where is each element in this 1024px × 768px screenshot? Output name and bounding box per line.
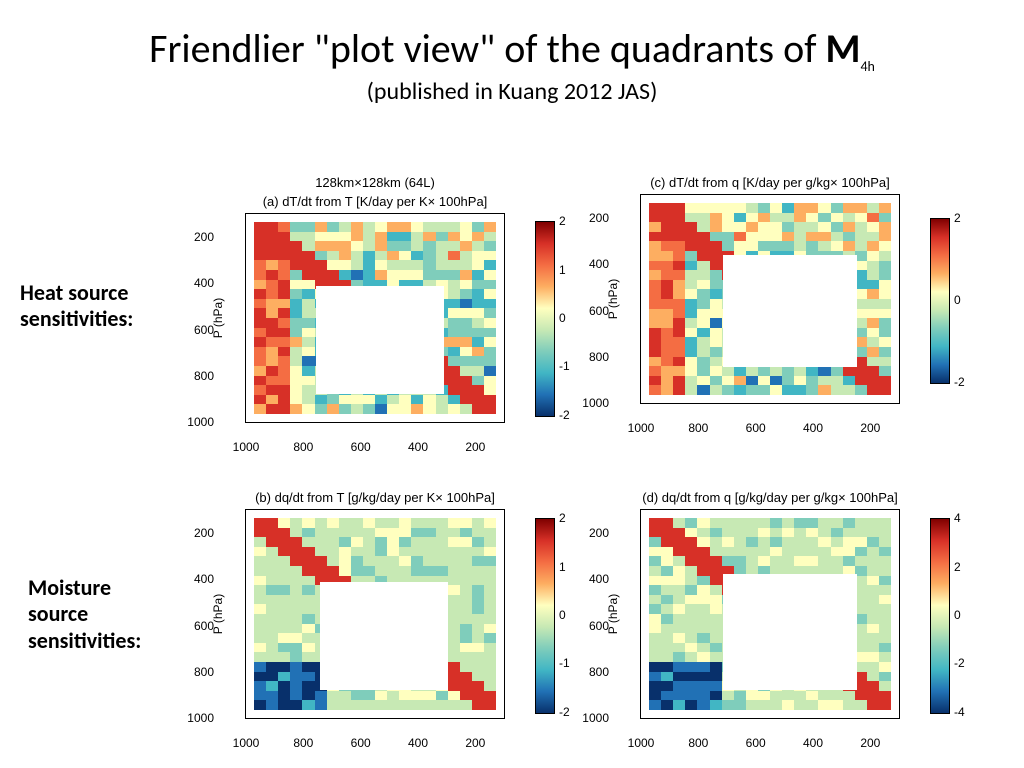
colorbar-a [535,221,555,416]
white-mask [723,574,857,690]
subtitle: (published in Kuang 2012 JAS) [0,77,1024,106]
colorbar-b [535,518,555,713]
title-block: Friendlier "plot view" of the quadrants … [0,0,1024,106]
panel-supertitle: 128km×128km (64L) [235,175,515,190]
white-mask [320,582,448,690]
panel-a: 128km×128km (64L)(a) dT/dt from T [K/day… [245,175,515,423]
white-mask [723,255,857,367]
colorbar-d [930,518,950,713]
row-label-moisture: Moisturesourcesensitivities: [28,575,141,654]
colorbar-c [930,218,950,384]
heatmap-a: P (hPa)20040060080010001000800600400200 [245,213,505,423]
row-label-heat: Heat source sensitivities: [20,280,133,333]
panel-caption-b: (b) dq/dt from T [g/kg/day per K× 100hPa… [235,490,515,505]
panel-caption-d: (d) dq/dt from q [g/kg/day per g/kg× 100… [630,490,910,505]
panel-caption-c: (c) dT/dt from q [K/day per g/kg× 100hPa… [630,175,910,190]
page-title: Friendlier "plot view" of the quadrants … [0,24,1024,75]
panel-caption-a: (a) dT/dt from T [K/day per K× 100hPa] [235,194,515,209]
title-subscript: 4h [860,58,874,75]
panel-d: (d) dq/dt from q [g/kg/day per g/kg× 100… [640,490,910,719]
heatmap-c: P (hPa)20040060080010001000800600400200 [640,194,900,404]
panel-b: (b) dq/dt from T [g/kg/day per K× 100hPa… [245,490,515,719]
heatmap-b: P (hPa)20040060080010001000800600400200 [245,509,505,719]
title-prefix: Friendlier "plot view" of the quadrants … [149,24,825,73]
panel-c: (c) dT/dt from q [K/day per g/kg× 100hPa… [640,175,910,404]
heatmap-d: P (hPa)20040060080010001000800600400200 [640,509,900,719]
title-bold: M [825,24,860,73]
white-mask [316,286,444,394]
